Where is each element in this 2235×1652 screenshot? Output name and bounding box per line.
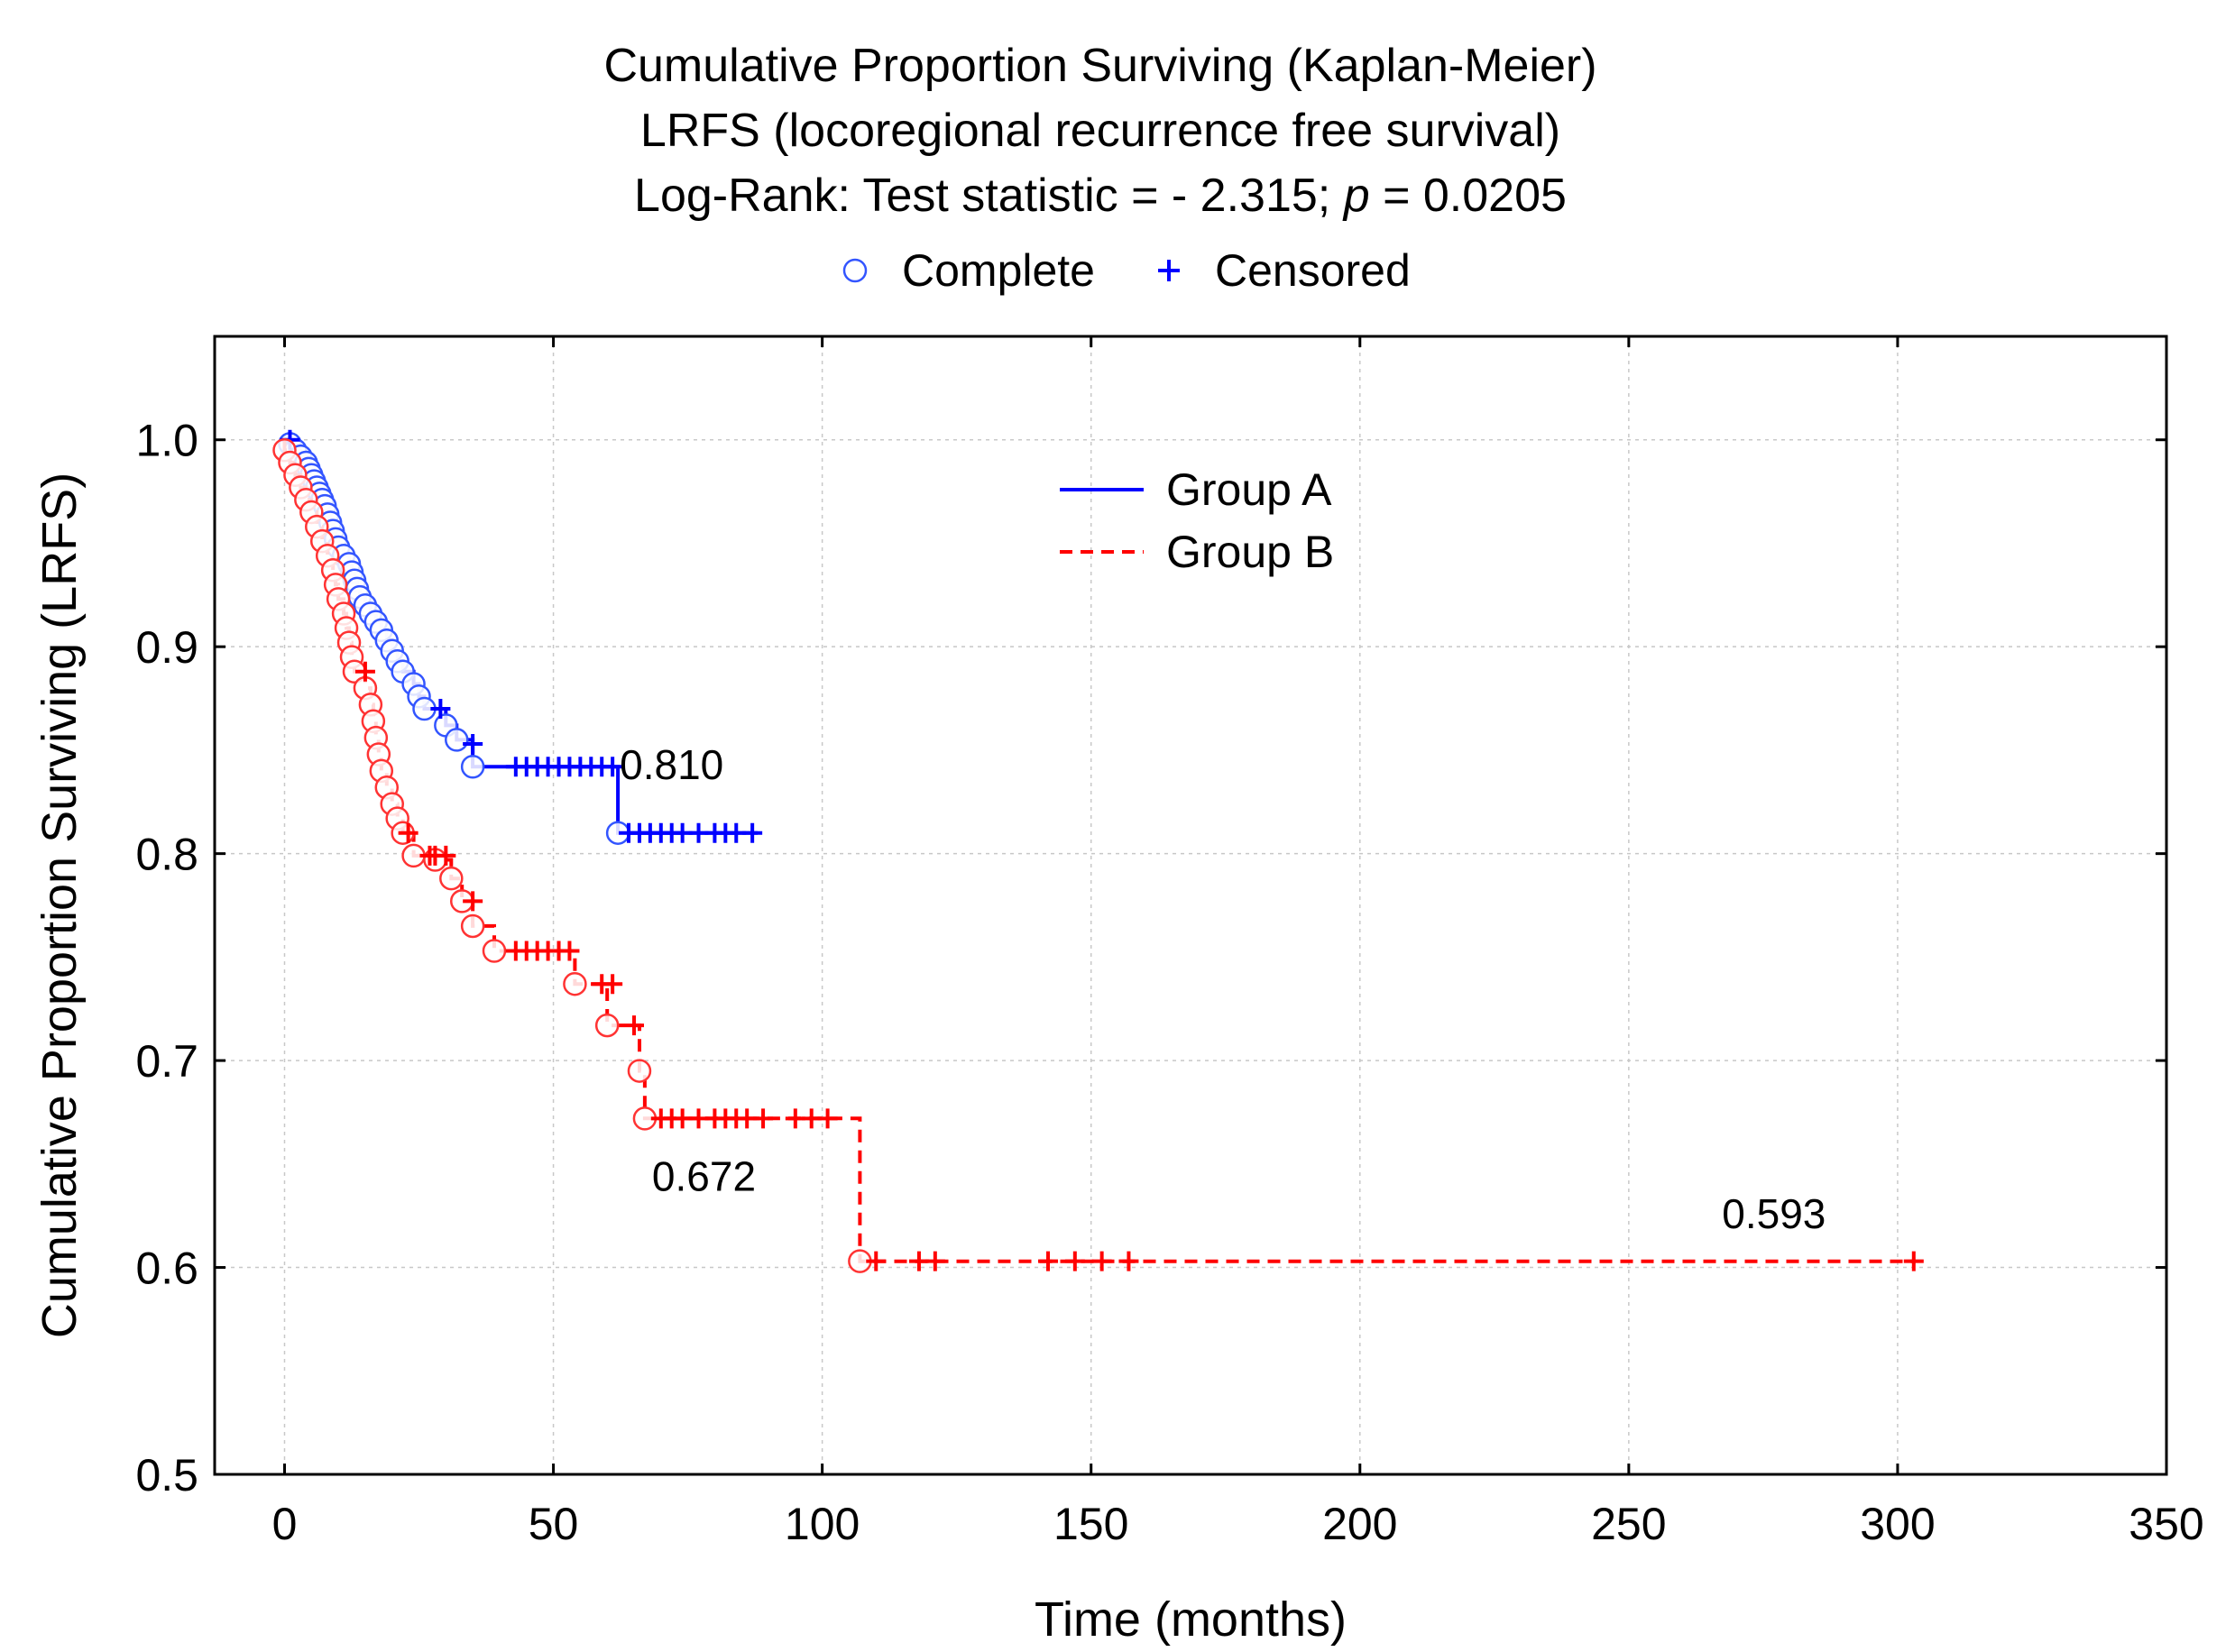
censored-marker	[463, 891, 483, 912]
series-layer	[272, 429, 1924, 1273]
censored-marker	[436, 845, 456, 866]
censored-marker	[430, 699, 451, 720]
complete-event-marker	[460, 755, 485, 779]
censored-marker	[1064, 1251, 1085, 1271]
series-group-a	[278, 429, 763, 845]
censored-marker	[742, 822, 763, 843]
series-legend: Group A Group B	[1060, 464, 1334, 577]
censored-marker	[602, 757, 623, 777]
censored-marker	[1118, 1251, 1139, 1271]
y-axis-label: Cumulative Proportion Surviving (LRFS)	[32, 473, 87, 1338]
chart-title-stat-line: Log-Rank: Test statistic = - 2.315; p = …	[634, 170, 1567, 222]
censored-marker	[398, 822, 418, 843]
complete-event-marker	[445, 728, 469, 752]
censored-marker	[1903, 1251, 1924, 1271]
annotation-layer: 0.810 0.672 0.593	[620, 741, 1826, 1237]
survival-annotation: 0.810	[620, 741, 723, 788]
legend-group-b-label: Group B	[1166, 527, 1334, 577]
x-tick-label: 100	[785, 1499, 860, 1549]
stat-suffix: = 0.0205	[1370, 170, 1567, 222]
complete-event-marker	[563, 971, 587, 996]
censored-marker	[1038, 1251, 1059, 1271]
chart-title-line-2: LRFS (locoregional recurrence free survi…	[640, 105, 1560, 157]
complete-event-marker	[439, 866, 464, 891]
censored-marker-icon	[1158, 260, 1180, 281]
censored-marker	[924, 1251, 945, 1271]
censored-marker	[602, 974, 623, 995]
censored-marker	[623, 1015, 644, 1036]
censored-marker	[354, 661, 375, 682]
marker-legend-censored-label: Censored	[1215, 245, 1411, 296]
censored-marker	[463, 734, 483, 755]
x-tick-label: 150	[1053, 1499, 1128, 1549]
complete-event-marker	[594, 1013, 620, 1038]
x-tick-label: 350	[2129, 1499, 2203, 1549]
y-tick-label: 1.0	[135, 416, 198, 466]
censored-marker	[753, 1108, 774, 1129]
y-tick-label: 0.5	[135, 1450, 198, 1501]
censored-marker	[817, 1108, 838, 1129]
complete-marker-icon	[842, 258, 868, 283]
marker-legend: Complete Censored	[842, 245, 1411, 296]
chart-title-line-1: Cumulative Proportion Surviving (Kaplan-…	[603, 40, 1596, 92]
complete-event-marker	[482, 939, 507, 963]
marker-legend-complete-label: Complete	[902, 245, 1095, 296]
x-tick-label: 50	[529, 1499, 579, 1549]
legend-group-a-label: Group A	[1166, 464, 1332, 515]
survival-annotation: 0.672	[652, 1153, 756, 1200]
complete-event-marker	[460, 913, 485, 939]
censored-marker	[559, 941, 580, 961]
stat-p-symbol: p	[1342, 170, 1370, 222]
x-tick-label: 200	[1322, 1499, 1397, 1549]
y-tick-label: 0.8	[135, 830, 198, 880]
series-group-b	[272, 437, 1924, 1273]
y-tick-label: 0.7	[135, 1036, 198, 1087]
x-tick-label: 0	[272, 1499, 298, 1549]
censored-marker	[866, 1251, 887, 1271]
complete-event-marker	[627, 1059, 652, 1083]
axis-ticks: 0 50 100 150 200 250 300 350 0.5 0.6 0.7 0.8 0.9 1.0	[135, 336, 2204, 1549]
y-tick-label: 0.9	[135, 622, 198, 673]
survival-annotation: 0.593	[1722, 1190, 1826, 1237]
x-axis-label: Time (months)	[1035, 1592, 1347, 1647]
censored-marker	[1091, 1251, 1112, 1271]
x-tick-label: 300	[1860, 1499, 1935, 1549]
plot-frame	[213, 335, 2168, 1476]
survival-curve-line	[282, 439, 1914, 1263]
stat-prefix: Log-Rank: Test statistic = - 2.315;	[634, 170, 1344, 222]
y-tick-label: 0.6	[135, 1244, 198, 1294]
x-tick-label: 250	[1591, 1499, 1666, 1549]
